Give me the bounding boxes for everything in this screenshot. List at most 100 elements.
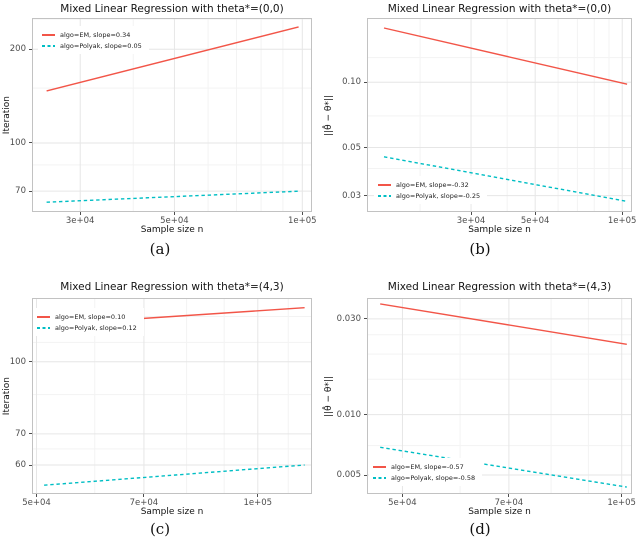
- em-line-key: [42, 33, 55, 36]
- x-axis-title: Sample size n: [140, 507, 204, 517]
- x-tick-mark: [401, 494, 403, 497]
- legend: algo=EM, slope=0.10 algo=Polyak, slope=0…: [33, 308, 144, 336]
- y-tick-mark: [364, 318, 367, 320]
- y-tick-label: 0.010: [336, 409, 361, 420]
- legend-item-polyak: algo=Polyak, slope=-0.25: [378, 190, 480, 201]
- y-tick-label: 0.03: [342, 190, 361, 201]
- x-axis-title: Sample size n: [140, 225, 204, 235]
- chart-title: Mixed Linear Regression with theta*=(4,3…: [387, 281, 612, 293]
- y-tick-mark: [364, 147, 367, 148]
- subplot-caption: (d): [469, 520, 491, 538]
- legend-label: algo=Polyak, slope=0.05: [60, 41, 142, 50]
- legend-label: algo=Polyak, slope=0.12: [55, 323, 137, 332]
- x-tick-label: 3e+04: [456, 216, 486, 226]
- y-tick-label: 100: [9, 137, 26, 148]
- chart-title: Mixed Linear Regression with theta*=(0,0…: [387, 3, 612, 15]
- subplot-a: Mixed Linear Regression with theta*=(0,0…: [0, 0, 320, 270]
- x-tick-label: 1e+05: [243, 498, 273, 508]
- x-tick-label: 1e+05: [607, 216, 637, 226]
- x-tick-label: 5e+04: [160, 216, 189, 226]
- y-tick-label: 70: [15, 186, 26, 197]
- legend-item-polyak: algo=Polyak, slope=0.12: [37, 322, 137, 333]
- y-axis-title-text: Iteration: [2, 376, 12, 416]
- polyak-line: [46, 190, 299, 203]
- y-tick-mark: [29, 464, 32, 466]
- em-line-key: [37, 315, 50, 318]
- y-axis-title-text: Iteration: [2, 95, 12, 135]
- em-line-key: [373, 465, 386, 468]
- y-axis-title: ||θ̂ − θ*||: [323, 298, 335, 494]
- polyak-line: [44, 464, 305, 486]
- chart-title: Mixed Linear Regression with theta*=(0,0…: [60, 3, 284, 15]
- polyak-line-key: [378, 194, 391, 197]
- y-tick-label: 60: [15, 460, 26, 470]
- legend-item-polyak: algo=Polyak, slope=0.05: [42, 40, 142, 51]
- em-line: [383, 27, 628, 85]
- y-tick-mark: [364, 414, 367, 416]
- y-tick-mark: [29, 48, 32, 50]
- y-tick-label: 100: [9, 356, 26, 367]
- polyak-line-key: [37, 326, 50, 329]
- legend: algo=EM, slope=-0.32 algo=Polyak, slope=…: [374, 176, 488, 204]
- y-tick-mark: [29, 190, 32, 192]
- legend-label: algo=Polyak, slope=-0.25: [396, 191, 481, 200]
- subplot-c: Mixed Linear Regression with theta*=(4,3…: [0, 270, 320, 541]
- legend-label: algo=EM, slope=0.34: [60, 30, 131, 39]
- x-tick-mark: [143, 494, 145, 497]
- legend: algo=EM, slope=0.34 algo=Polyak, slope=0…: [38, 26, 149, 54]
- legend-item-em: algo=EM, slope=0.34: [42, 29, 142, 40]
- polyak-line: [380, 446, 627, 488]
- y-tick-mark: [364, 195, 367, 197]
- legend-item-em: algo=EM, slope=-0.32: [378, 179, 480, 190]
- x-tick-label: 5e+04: [520, 216, 550, 226]
- y-tick-label: 0.05: [342, 142, 361, 153]
- x-tick-mark: [173, 212, 175, 215]
- x-tick-mark: [301, 212, 303, 215]
- x-tick-mark: [621, 212, 623, 215]
- chart-canvas: [367, 298, 632, 494]
- x-tick-mark: [534, 212, 536, 215]
- polyak-line-key: [42, 44, 55, 47]
- y-tick-label: 0.030: [336, 313, 361, 324]
- legend-label: algo=EM, slope=-0.32: [396, 180, 469, 189]
- polyak-line-key: [373, 476, 386, 479]
- y-tick-mark: [29, 361, 32, 363]
- subplot-d: Mixed Linear Regression with theta*=(4,3…: [320, 270, 640, 541]
- x-tick-label: 5e+04: [22, 498, 51, 508]
- legend-item-polyak: algo=Polyak, slope=-0.58: [373, 472, 475, 483]
- y-axis-title-text: ||θ̂ − θ*||: [324, 94, 334, 136]
- legend-item-em: algo=EM, slope=0.10: [37, 311, 137, 322]
- y-tick-label: 0.005: [336, 470, 361, 480]
- subplot-b: Mixed Linear Regression with theta*=(0,0…: [320, 0, 640, 270]
- legend-item-em: algo=EM, slope=-0.57: [373, 461, 475, 472]
- x-tick-mark: [508, 494, 510, 497]
- x-tick-mark: [257, 494, 259, 497]
- x-axis-title: Sample size n: [468, 507, 531, 517]
- subplot-caption: (b): [469, 240, 491, 258]
- y-tick-label: 70: [15, 428, 26, 439]
- x-tick-label: 1e+05: [607, 498, 636, 508]
- em-line: [380, 303, 627, 345]
- x-axis-title: Sample size n: [468, 225, 531, 235]
- y-tick-mark: [364, 81, 367, 83]
- x-tick-label: 5e+04: [388, 498, 417, 508]
- x-tick-label: 3e+04: [65, 216, 95, 226]
- y-tick-mark: [29, 433, 32, 435]
- y-tick-label: 0.10: [342, 77, 361, 88]
- subplot-caption: (c): [149, 520, 171, 538]
- x-tick-mark: [470, 212, 472, 215]
- legend: algo=EM, slope=-0.57 algo=Polyak, slope=…: [369, 458, 483, 486]
- em-line: [46, 26, 299, 92]
- y-tick-mark: [29, 142, 32, 144]
- x-tick-mark: [621, 494, 623, 497]
- legend-label: algo=EM, slope=-0.57: [391, 462, 464, 471]
- subplot-caption: (a): [149, 240, 171, 258]
- em-line-key: [378, 183, 391, 186]
- x-tick-label: 7e+04: [129, 498, 159, 508]
- x-tick-mark: [36, 494, 37, 497]
- polyak-line: [383, 156, 628, 203]
- y-tick-label: 200: [9, 44, 26, 55]
- x-tick-label: 1e+05: [288, 216, 317, 226]
- chart-title: Mixed Linear Regression with theta*=(4,3…: [60, 281, 284, 293]
